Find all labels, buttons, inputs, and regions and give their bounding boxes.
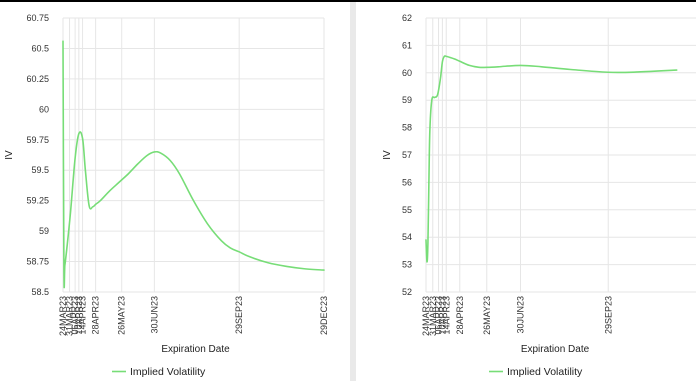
y-tick-label: 59 [39,226,49,236]
y-tick-label: 57 [402,150,412,160]
y-tick-label: 60.25 [26,74,49,84]
y-tick-label: 59.75 [26,135,49,145]
y-tick-label: 53 [402,260,412,270]
x-tick-label: 14APR23 [441,296,451,335]
x-axis-title: Expiration Date [521,344,590,355]
y-tick-label: 55 [402,205,412,215]
y-tick-label: 52 [402,287,412,297]
y-tick-label: 60 [39,104,49,114]
series-line-implied-volatility [62,40,325,289]
legend[interactable]: Implied Volatility [112,366,206,378]
grid [62,17,325,293]
x-tick-label: 29SEP23 [234,296,244,334]
y-axis: 52 53 54 55 56 57 58 59 60 61 62 [402,13,412,297]
iv-chart-left: 58.5 58.75 59 59.25 59.5 59.75 60 60.25 60.5 60.7… [4,13,329,378]
panel-divider [350,2,356,381]
y-tick-label: 60 [402,68,412,78]
x-tick-label: 24MAR23 [421,296,431,336]
x-tick-label: 28APR23 [455,296,465,335]
y-tick-label: 60.75 [26,13,49,23]
y-tick-label: 58.5 [31,287,49,297]
series-line-implied-volatility [425,55,678,263]
grid [425,17,696,293]
legend-label: Implied Volatility [507,366,583,378]
y-tick-label: 60.5 [31,43,49,53]
iv-chart-right: 52 53 54 55 56 57 58 59 60 61 62 24MAR2331MAR2306AP… [382,13,696,378]
series-points [62,41,325,271]
y-tick-label: 61 [402,40,412,50]
y-tick-label: 59.25 [26,196,49,206]
legend-label: Implied Volatility [130,366,206,378]
y-axis: 58.5 58.75 59 59.25 59.5 59.75 60 60.25 60.5 60.7… [26,13,49,297]
x-tick-label: 26MAY23 [482,296,492,335]
x-tick-label: 31MAR23 [428,296,438,336]
y-axis-title: IV [382,150,393,160]
legend[interactable]: Implied Volatility [489,366,583,378]
x-tick-label: 30JUN23 [149,296,159,334]
x-tick-label: 26MAY23 [117,296,127,335]
x-tick-label: 29DEC23 [319,296,329,335]
x-tick-label: 06APR23 [434,296,444,335]
x-axis-title: Expiration Date [161,344,230,355]
x-tick-label: 06APR23 [70,296,80,335]
y-tick-label: 58.75 [26,257,49,267]
y-tick-label: 56 [402,177,412,187]
y-tick-label: 59.5 [31,165,49,175]
y-tick-label: 59 [402,95,412,105]
x-tick-label: 10APR23 [74,296,84,335]
y-tick-label: 58 [402,123,412,133]
x-tick-label: 31MAR23 [65,296,75,336]
x-tick-label: 24MAR23 [58,296,68,336]
x-tick-label: 14APR23 [78,296,88,335]
x-tick-label: 10APR23 [437,296,447,335]
x-tick-label: 28APR23 [91,296,101,335]
series-points [425,56,677,262]
window-top-border [0,0,696,2]
x-tick-label: 29SEP23 [603,296,613,334]
left-chart-panel: 58.5 58.75 59 59.25 59.5 59.75 60 60.25 60.5 60.7… [0,2,350,381]
y-axis-title: IV [4,150,15,160]
right-chart-panel: 52 53 54 55 56 57 58 59 60 61 62 24MAR23 31MAR23 06AP… [356,2,696,381]
x-tick-label: 30JUN23 [516,296,526,334]
y-tick-label: 62 [402,13,412,23]
y-tick-label: 54 [402,232,412,242]
